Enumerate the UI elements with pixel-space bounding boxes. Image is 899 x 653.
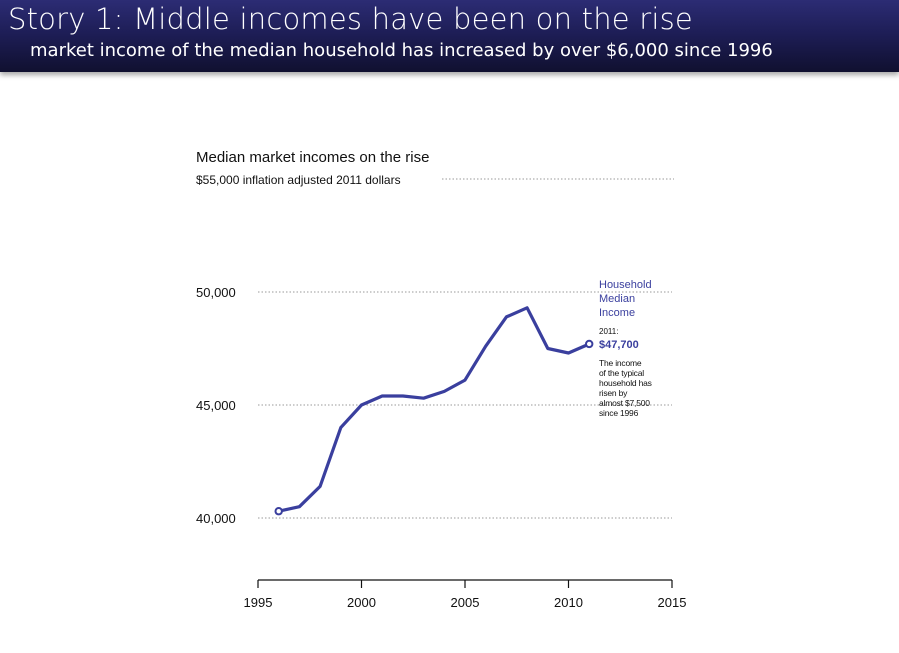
y-tick-label-45000: 45,000 bbox=[196, 398, 236, 413]
series-label-line-2: Median bbox=[599, 293, 635, 305]
series-label-line-3: Income bbox=[599, 307, 635, 319]
x-tick-label-2000: 2000 bbox=[347, 595, 376, 610]
slide-subtitle: market income of the median household ha… bbox=[30, 40, 773, 61]
x-tick-label-2015: 2015 bbox=[658, 595, 687, 610]
slide-header: Story 1: Middle incomes have been on the… bbox=[0, 0, 899, 72]
annotation-year-label: 2011: bbox=[599, 327, 618, 336]
x-tick-label-1995: 1995 bbox=[244, 595, 273, 610]
annotation-value-label: $47,700 bbox=[599, 339, 639, 351]
x-tick-label-2010: 2010 bbox=[554, 595, 583, 610]
annotation-note-line-2: of the typical bbox=[599, 368, 644, 378]
start-point-marker bbox=[274, 507, 283, 516]
annotation-note-line-4: risen by bbox=[599, 388, 628, 398]
series-line-household-median-income bbox=[277, 306, 591, 513]
annotation-note-line-6: since 1996 bbox=[599, 408, 639, 418]
y-tick-label-50000: 50,000 bbox=[196, 285, 236, 300]
series-label-line-1: Household bbox=[599, 279, 652, 291]
annotation-note-line-5: almost $7,500 bbox=[599, 398, 650, 408]
annotation-note-line-3: household has bbox=[599, 378, 652, 388]
annotation-note-line-1: The income bbox=[599, 358, 642, 368]
chart-subtitle: $55,000 inflation adjusted 2011 dollars bbox=[196, 173, 401, 187]
x-tick-label-2005: 2005 bbox=[451, 595, 480, 610]
slide-title: Story 1: Middle incomes have been on the… bbox=[8, 2, 693, 36]
y-tick-label-40000: 40,000 bbox=[196, 511, 236, 526]
end-point-marker bbox=[585, 339, 594, 349]
chart-title: Median market incomes on the rise bbox=[196, 149, 429, 166]
